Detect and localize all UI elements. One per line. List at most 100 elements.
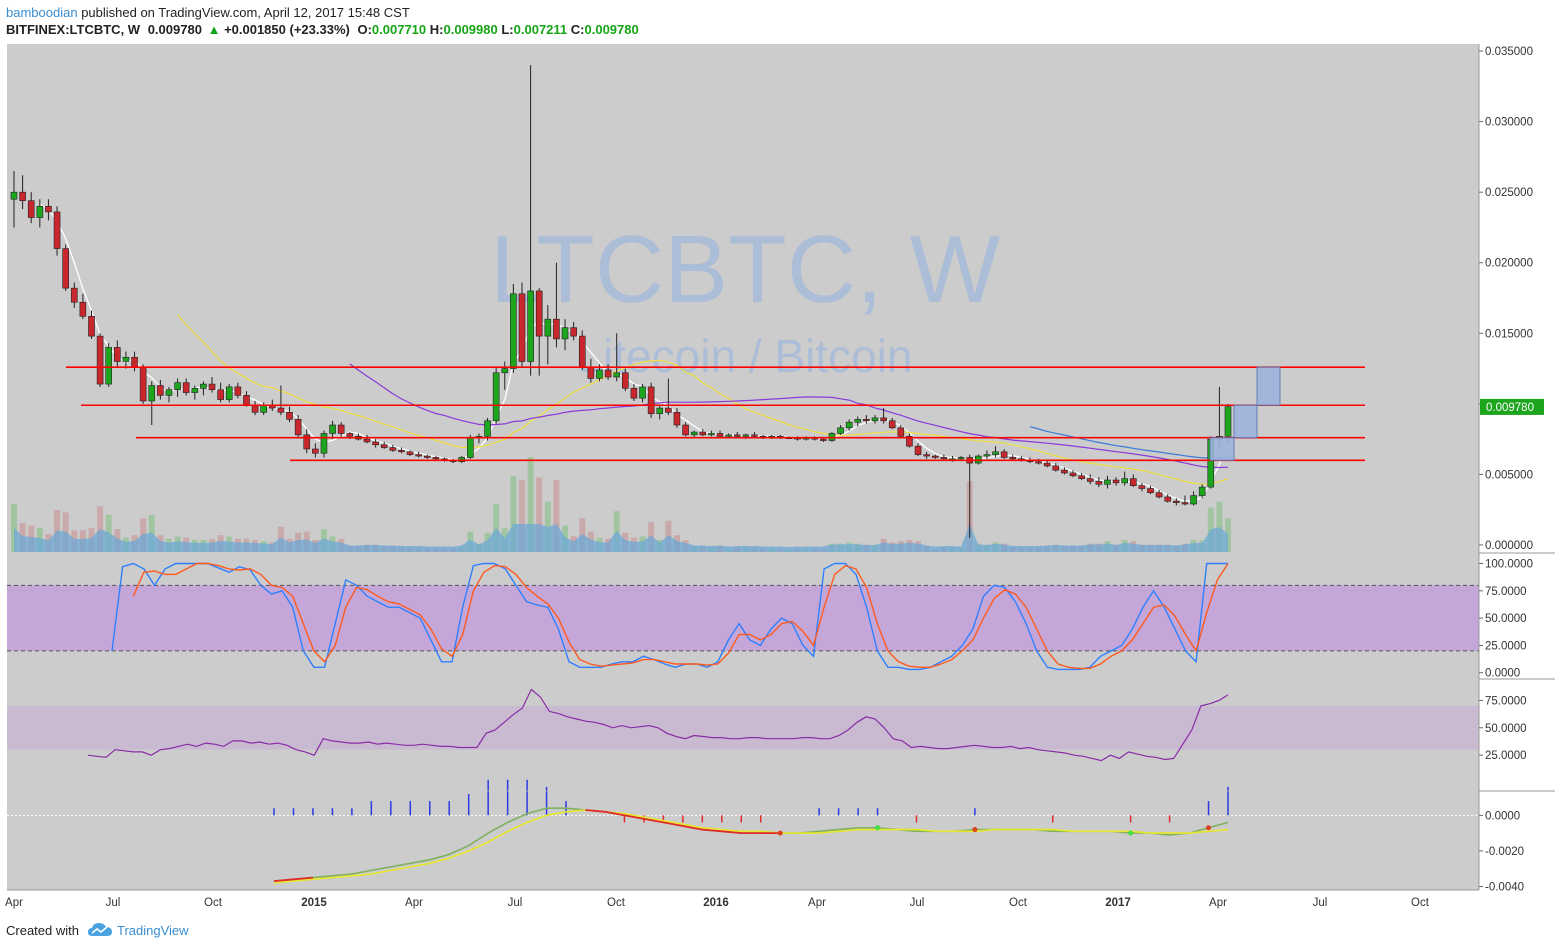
y-tick-label: 25.0000 (1485, 640, 1527, 652)
x-tick-label: Apr (5, 897, 23, 909)
high-value: 0.009980 (443, 22, 498, 37)
candle-body (1121, 478, 1128, 484)
up-arrow-icon: ▲ (207, 22, 221, 37)
candle-body (501, 368, 509, 374)
tradingview-link[interactable]: TradingView (117, 923, 189, 938)
candle-body (398, 450, 405, 453)
x-tick-label: Oct (1411, 897, 1430, 909)
candle-body (656, 407, 664, 415)
crossover-dot (777, 830, 783, 836)
watermark-title: LTCBTC, W (490, 216, 1001, 323)
x-tick-label: Jul (910, 897, 925, 909)
candle-body (1190, 495, 1197, 505)
candle-body (854, 419, 862, 423)
candle-body (1061, 469, 1068, 474)
candle-body (604, 369, 612, 378)
candle-body (622, 372, 629, 389)
stoch-d-line (132, 562, 1229, 670)
candle-body (157, 385, 164, 396)
candle-body (690, 431, 698, 436)
candle-body (983, 454, 991, 457)
candle-body (897, 427, 905, 437)
candle-body (36, 205, 44, 218)
candle-body (733, 434, 741, 437)
crossover-dot (1206, 825, 1212, 831)
candle-body (1052, 465, 1060, 471)
candle-body (570, 327, 577, 337)
candle-body (208, 383, 216, 391)
signal-line (273, 809, 1229, 884)
crossover-dot (875, 825, 881, 831)
y-tick-label: 0.015000 (1485, 328, 1533, 340)
candle-body (716, 433, 724, 437)
candle-body (1173, 500, 1180, 503)
candle-body (820, 438, 827, 441)
candle-body (682, 424, 689, 436)
candle-body (906, 435, 913, 447)
candle-body (940, 457, 948, 460)
rsi-layer (7, 688, 1479, 762)
candle-body (914, 445, 922, 455)
candle-body (1164, 496, 1172, 502)
candle-body (527, 290, 534, 362)
candle-body (415, 454, 422, 457)
candle-body (587, 366, 595, 379)
ma-mid-line (177, 314, 1229, 486)
candle-body (251, 404, 259, 413)
candle-body (303, 434, 311, 450)
volume-bar (510, 476, 517, 552)
candle-body (88, 316, 95, 337)
y-tick-label: 0.035000 (1485, 46, 1533, 58)
chart-header: bamboodian published on TradingView.com,… (0, 0, 1555, 44)
publish-line: bamboodian published on TradingView.com,… (6, 5, 410, 20)
candle-body (992, 451, 999, 455)
candle-body (329, 424, 336, 434)
candle-body (484, 420, 491, 437)
last-price: 0.009780 (147, 22, 202, 37)
y-tick-label: 75.0000 (1485, 586, 1527, 598)
y-tick-label: 0.000000 (1485, 540, 1533, 552)
candle-body (647, 386, 655, 415)
last-price-badge (1480, 398, 1544, 415)
volume-bar (1216, 501, 1223, 552)
chart-canvas[interactable]: LTCBTC, W Litecoin / Bitcoin 0.0350000.0… (0, 44, 1555, 920)
candle-body (200, 383, 207, 389)
volume-bar (553, 480, 560, 552)
x-tick-label: 2017 (1105, 897, 1131, 909)
y-tick-label: 100.0000 (1485, 558, 1533, 570)
candle-body (148, 385, 156, 402)
y-tick-label: -0.0020 (1485, 846, 1524, 858)
candle-body (27, 200, 35, 218)
y-tick-label: 75.0000 (1485, 695, 1527, 707)
author-link[interactable]: bamboodian (6, 5, 78, 20)
candle-body (1104, 479, 1111, 485)
volume-bar (536, 477, 543, 552)
candle-body (837, 427, 844, 434)
candle-body (518, 293, 526, 362)
candle-body (45, 205, 52, 213)
candle-body (699, 431, 707, 436)
candle-body (1035, 461, 1042, 464)
candle-body (131, 356, 138, 368)
x-tick-label: 2015 (301, 897, 327, 909)
candle-body (363, 438, 371, 443)
x-tick-label: Apr (808, 897, 826, 909)
candle-body (596, 369, 603, 379)
footer: Created with TradingView (0, 920, 1555, 948)
candle-body (863, 419, 870, 422)
candle-body (139, 366, 147, 402)
candle-body (62, 248, 69, 289)
indicator-band (7, 585, 1479, 651)
y-tick-label: 0.005000 (1485, 469, 1533, 481)
candle-body (114, 347, 121, 362)
candle-body (1078, 475, 1085, 479)
low-value: 0.007211 (513, 22, 568, 37)
candle-body (510, 293, 517, 369)
stoch-k-line (111, 562, 1228, 671)
x-tick-label: Oct (1009, 897, 1028, 909)
candle-body (320, 433, 328, 454)
candle-body (432, 457, 440, 460)
volume-bar (544, 501, 551, 552)
candle-body (286, 411, 293, 420)
volume-ma-area (14, 524, 1228, 552)
